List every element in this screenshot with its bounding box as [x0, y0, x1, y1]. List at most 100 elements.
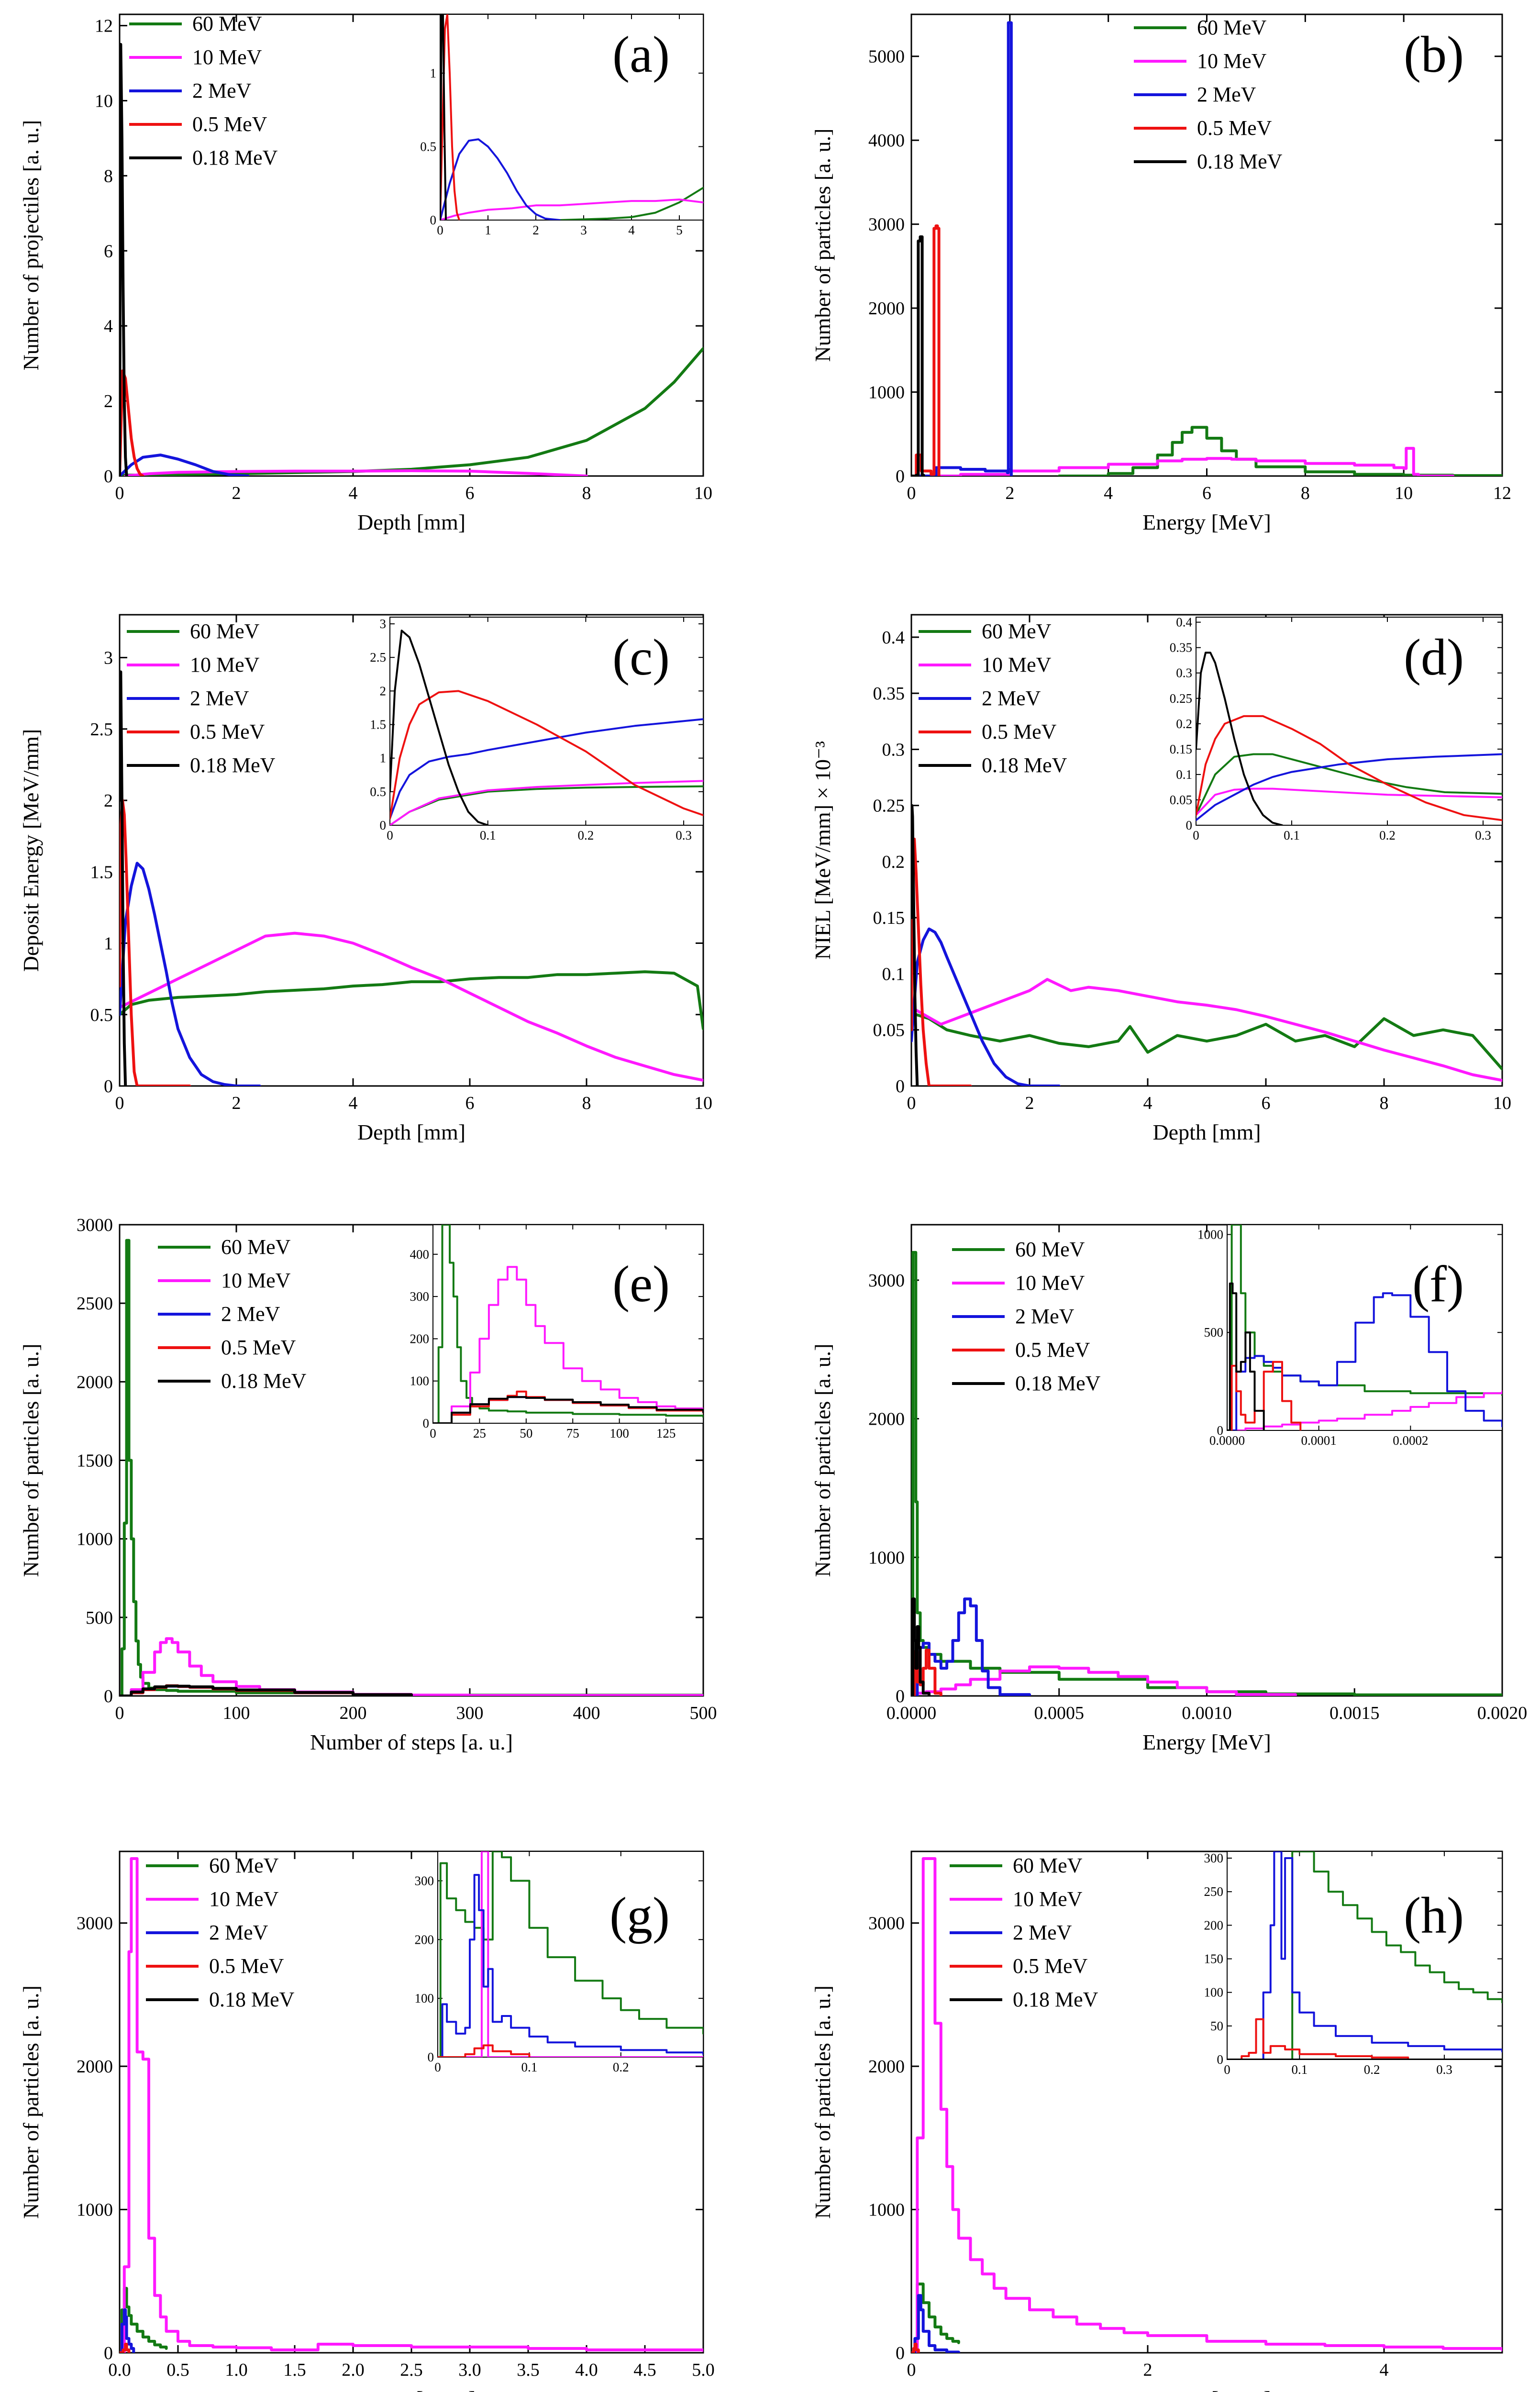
- panel-h-x-axis-title: Energy [MeV]: [1142, 2387, 1271, 2392]
- panel-e-inset-ytick-label: 300: [410, 1289, 430, 1304]
- panel-a-xtick-label: 0: [115, 483, 124, 503]
- panel-d-xtick-label: 0: [907, 1093, 916, 1113]
- panel-h-xtick-label: 4: [1380, 2360, 1389, 2380]
- panel-e-legend: 60 MeV 10 MeV 2 MeV 0.5 MeV 0.18 MeV: [158, 1235, 307, 1393]
- panel-c-legend-label-2-mev: 2 MeV: [190, 687, 249, 710]
- panel-b-xtick-label: 12: [1493, 483, 1511, 503]
- panel-c-inset-ytick-label: 2.5: [370, 650, 386, 664]
- panel-g-xtick-label: 2.0: [342, 2360, 365, 2380]
- panel-e-xtick-label: 500: [690, 1703, 717, 1723]
- panel-e-legend-label-0-5-mev: 0.5 MeV: [221, 1336, 296, 1359]
- panel-c-ytick-label: 0.5: [90, 1005, 113, 1025]
- panel-g-xtick-label: 5.0: [692, 2360, 715, 2380]
- panel-b-series-0-5-mev: [911, 224, 941, 476]
- panel-b-xtick-label: 0: [907, 483, 916, 503]
- panel-c-inset-series-10-mev: [390, 780, 703, 825]
- panel-b-ytick-label: 4000: [868, 131, 905, 151]
- panel-d-ytick-label: 0.15: [873, 908, 905, 928]
- panel-d-inset-ytick-label: 0.35: [1170, 641, 1192, 655]
- panel-c-inset-series-2-mev: [390, 718, 703, 819]
- panel-a-x-axis-title: Depth [mm]: [357, 510, 465, 534]
- panel-a-inset-series-60-mev: [559, 187, 703, 220]
- panel-f-label: (f): [1412, 1256, 1464, 1313]
- panel-h-series-10-mev: [911, 1857, 1502, 2353]
- panel-f-xtick-label: 0.0000: [886, 1703, 937, 1723]
- panel-e-inset-frame: [432, 1224, 704, 1424]
- panel-b: 0 2 4 6 8 10 12 0 1000 2000 3000 4000 5000 Energy [Me…: [810, 13, 1511, 534]
- panel-f-inset-xtick-label: 0.0001: [1301, 1433, 1337, 1448]
- panel-e-inset-xtick-label: 100: [609, 1426, 629, 1440]
- panel-d: 0 2 4 6 8 10 0 0.05 0.1 0.15 0.2 0.25 0.3 0.35 0.4 Dept…: [810, 614, 1511, 1144]
- panel-c-legend-label-10-mev: 10 MeV: [190, 653, 260, 676]
- panel-f-y-axis-title: Number of particles [a. u.]: [810, 1344, 835, 1577]
- panel-c-xtick-label: 0: [115, 1093, 124, 1113]
- panel-c-inset-ytick-label: 2: [380, 684, 387, 698]
- panel-b-xtick-label: 4: [1104, 483, 1113, 503]
- panel-g-inset-ytick-label: 300: [415, 1873, 434, 1888]
- panel-a-xtick-label: 10: [694, 483, 712, 503]
- panel-d-inset-xtick-label: 0.2: [1379, 828, 1396, 842]
- panel-g-inset-xtick-label: 0: [434, 2060, 441, 2074]
- panel-h-inset-ytick-label: 250: [1204, 1884, 1224, 1899]
- panel-a-inset-xtick-label: 3: [580, 223, 587, 237]
- panel-e-inset-series-60-mev: [433, 1225, 703, 1423]
- panel-e: 0 100 200 300 400 500050010001500200025003000…: [19, 1215, 717, 1754]
- panel-f-inset-xtick-label: 0.0000: [1209, 1433, 1245, 1448]
- panel-f: 0.0000 0.0005 0.0010 0.0015 0.0020 0 1000 2000 3…: [810, 1224, 1527, 1754]
- panel-a-inset-xtick-label: 0: [437, 223, 443, 237]
- panel-f-legend-label-10-mev: 10 MeV: [1015, 1271, 1085, 1295]
- panel-g-series-0-5-mev: [120, 2343, 131, 2353]
- panel-a-ytick-label: 10: [95, 91, 113, 111]
- panel-f-inset: 0.0000 0.0001 0.0002 0 500 1000: [1197, 1224, 1503, 1448]
- panel-h-inset-ytick-label: 0: [1217, 2052, 1224, 2067]
- panel-e-inset-ytick-label: 400: [410, 1247, 430, 1262]
- panel-a-legend-label-60-mev: 60 MeV: [192, 12, 262, 35]
- panel-c-legend-label-60-mev: 60 MeV: [190, 620, 260, 643]
- panel-f-inset-inset-background: [1227, 1225, 1502, 1430]
- panel-c-inset-ytick-label: 1.5: [370, 718, 386, 732]
- panel-d-ytick-label: 0.3: [882, 740, 905, 760]
- panel-a-inset-ytick-label: 1: [430, 66, 437, 80]
- panel-e-ytick-label: 0: [104, 1686, 113, 1706]
- panel-f-series-2-mev: [911, 1597, 1031, 1696]
- panel-g-xtick-label: 3.0: [458, 2360, 481, 2380]
- panel-g-y-axis-title: Number of particles [a. u.]: [19, 1985, 43, 2219]
- panel-b-legend: 60 MeV 10 MeV 2 MeV 0.5 MeV 0.18 MeV: [1134, 16, 1283, 173]
- panel-a-inset-ytick-label: 0: [430, 213, 437, 227]
- panel-c-inset-ytick-label: 0.5: [370, 785, 386, 799]
- panel-b-label: (b): [1404, 26, 1464, 83]
- panel-b-series-2-mev: [911, 21, 1013, 476]
- panel-a-xtick-label: 4: [349, 483, 358, 503]
- panel-a-inset-series-2-mev: [440, 138, 561, 220]
- panel-h-legend: 60 MeV 10 MeV 2 MeV 0.5 MeV 0.18 MeV: [950, 1854, 1098, 2011]
- panel-h-legend-label-0-18-mev: 0.18 MeV: [1013, 1988, 1098, 2011]
- panel-h-ytick-label: 1000: [868, 2200, 905, 2220]
- panel-h-legend-label-0-5-mev: 0.5 MeV: [1013, 1954, 1088, 1978]
- panel-e-inset: 0 25 50 75 100 125 0 100 200 300 400: [410, 1224, 704, 1440]
- panel-d-inset-xtick-label: 0.3: [1475, 828, 1491, 842]
- panel-h-inset-series-0-5-mev: [1227, 2018, 1409, 2060]
- panel-f-x-axis-title: Energy [MeV]: [1142, 1730, 1271, 1754]
- panel-e-xtick-label: 100: [223, 1703, 250, 1723]
- panel-d-series-0-18-mev: [911, 804, 919, 1086]
- panel-d-ytick-label: 0.1: [882, 964, 905, 984]
- panel-a-ytick-label: 4: [104, 316, 113, 336]
- panel-g-inset-ytick-label: 0: [428, 2050, 434, 2064]
- panel-d-inset-xtick-label: 0: [1193, 828, 1199, 842]
- panel-f-ytick-label: 2000: [868, 1409, 905, 1429]
- panel-g-legend-label-0-5-mev: 0.5 MeV: [209, 1954, 284, 1978]
- panel-g-inset-series-60-mev: [438, 1851, 703, 2057]
- panel-f-xtick-label: 0.0015: [1329, 1703, 1380, 1723]
- panel-f-legend-label-0-18-mev: 0.18 MeV: [1015, 1372, 1101, 1395]
- panel-f-ytick-label: 1000: [868, 1548, 905, 1568]
- panel-d-xtick-label: 6: [1262, 1093, 1271, 1113]
- panel-a-y-axis-title: Number of projectiles [a. u.]: [19, 120, 43, 371]
- panel-e-ytick-label: 500: [86, 1608, 113, 1628]
- panel-a-inset-series-0-18-mev: [440, 14, 447, 220]
- panel-d-xtick-label: 10: [1493, 1093, 1511, 1113]
- panel-b-xtick-label: 8: [1301, 483, 1310, 503]
- panel-g-xtick-label: 3.5: [517, 2360, 540, 2380]
- panel-e-xtick-label: 0: [115, 1703, 124, 1723]
- panel-d-ytick-label: 0.35: [873, 684, 905, 704]
